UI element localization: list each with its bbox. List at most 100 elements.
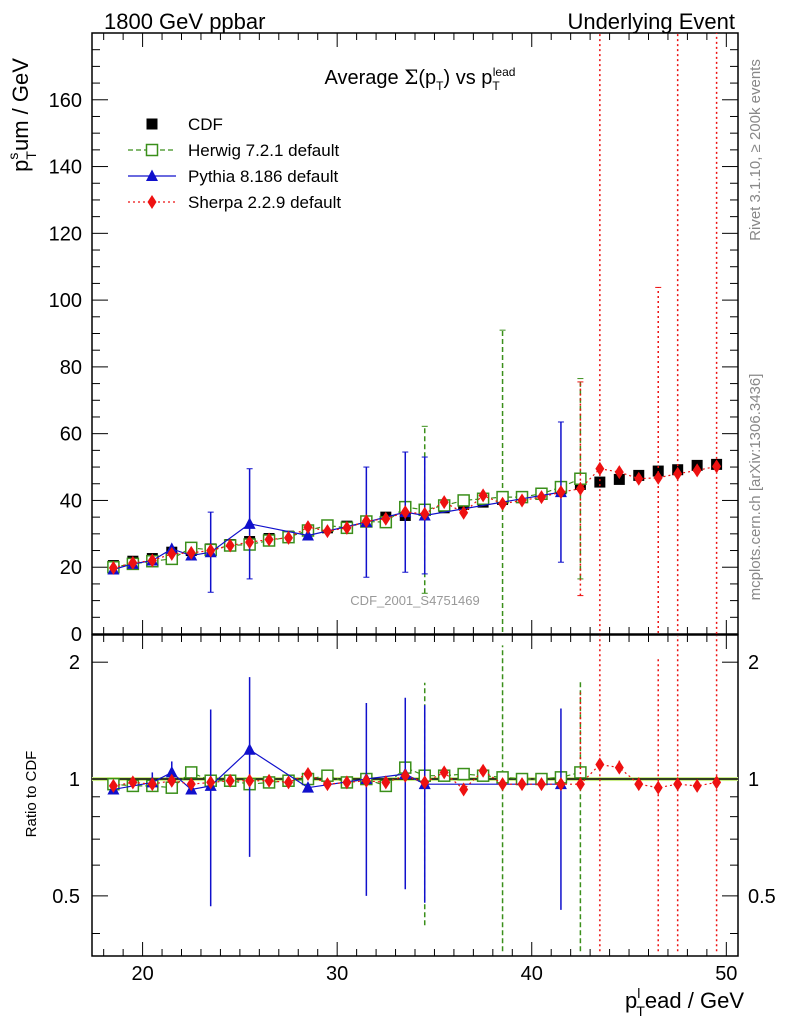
ratio-sherpa-point bbox=[284, 775, 294, 790]
ratio-sherpa-point bbox=[595, 757, 605, 772]
sherpa-point bbox=[517, 493, 527, 508]
sherpa-point bbox=[556, 485, 566, 500]
ratio-tick-label-right: 1 bbox=[748, 769, 759, 791]
y-tick-label: 60 bbox=[60, 424, 82, 446]
ratio-sherpa-point bbox=[303, 767, 313, 782]
x-axis-label: pl Tead / GeV bbox=[625, 985, 744, 1019]
ratio-series-sherpa bbox=[108, 635, 722, 952]
ratio-sherpa-point bbox=[439, 765, 449, 780]
main-title: Average Σ(pT) vs pTlead bbox=[325, 65, 516, 93]
legend: CDF Herwig 7.2.1 default Pythia 8.186 defa… bbox=[128, 115, 341, 212]
ratio-sherpa-point bbox=[245, 773, 255, 788]
y-tick-label: 20 bbox=[60, 557, 82, 579]
ratio-sherpa-point bbox=[108, 778, 118, 793]
series-sherpa bbox=[108, 33, 722, 634]
ratio-pythia-point bbox=[165, 765, 178, 778]
sherpa-point bbox=[186, 545, 196, 560]
y-tick-label: 100 bbox=[49, 290, 82, 312]
ratio-tick-label-right: 0.5 bbox=[748, 886, 776, 908]
ratio-frame bbox=[91, 634, 739, 957]
legend-marker-pythia bbox=[146, 169, 158, 181]
sherpa-point bbox=[206, 543, 216, 558]
ratio-sherpa-point bbox=[381, 775, 391, 790]
ratio-tick-label-right: 2 bbox=[748, 652, 759, 674]
sherpa-point bbox=[284, 530, 294, 545]
sherpa-point bbox=[245, 535, 255, 550]
ratio-sherpa-point bbox=[556, 777, 566, 792]
ratio-tick-label-left: 2 bbox=[69, 652, 80, 674]
ratio-sherpa-point bbox=[634, 777, 644, 792]
ratio-pythia-line bbox=[113, 748, 561, 791]
ratio-sherpa-point bbox=[342, 775, 352, 790]
ratio-sherpa-point bbox=[420, 775, 430, 790]
sherpa-point bbox=[478, 488, 488, 503]
sherpa-point bbox=[595, 461, 605, 476]
pythia-point bbox=[301, 529, 314, 541]
main-ylabel: ps Tum / GeV bbox=[5, 58, 39, 172]
ratio-sherpa-point bbox=[128, 775, 138, 790]
ratio-sherpa-point bbox=[536, 777, 546, 792]
legend-label-pythia: Pythia 8.186 default bbox=[188, 167, 339, 186]
sherpa-point bbox=[225, 538, 235, 553]
ratio-sherpa-point bbox=[692, 778, 702, 793]
sherpa-point bbox=[381, 511, 391, 526]
series-pythia bbox=[107, 421, 567, 593]
sherpa-point bbox=[536, 490, 546, 505]
sherpa-point bbox=[361, 514, 371, 529]
ratio-herwig-point bbox=[457, 767, 470, 781]
ratio-sherpa-point bbox=[653, 780, 663, 795]
sherpa-line bbox=[113, 465, 717, 569]
ratio-sherpa-line bbox=[113, 763, 717, 791]
ratio-tick-label-left: 1 bbox=[69, 769, 80, 791]
sherpa-point bbox=[420, 506, 430, 521]
y-tick-label: 140 bbox=[49, 157, 82, 179]
cdf-point bbox=[613, 473, 625, 485]
y-tick-label: 0 bbox=[71, 624, 82, 646]
sherpa-point bbox=[322, 524, 332, 539]
sherpa-point bbox=[264, 532, 274, 547]
ratio-sherpa-point bbox=[147, 777, 157, 792]
ratio-pythia-point bbox=[243, 743, 256, 755]
x-tick-label: 50 bbox=[715, 963, 737, 985]
ratio-sherpa-point bbox=[361, 773, 371, 788]
legend-label-herwig: Herwig 7.2.1 default bbox=[188, 141, 339, 160]
y-tick-label: 120 bbox=[49, 223, 82, 245]
x-tick-label: 30 bbox=[326, 963, 348, 985]
sherpa-point bbox=[634, 471, 644, 486]
sherpa-point bbox=[653, 470, 663, 485]
sherpa-point bbox=[614, 465, 624, 480]
x-tick-label: 20 bbox=[131, 963, 153, 985]
ratio-sherpa-point bbox=[575, 777, 585, 792]
ratio-sherpa-point bbox=[206, 775, 216, 790]
ratio-sherpa-point bbox=[517, 777, 527, 792]
ratio-sherpa-point bbox=[478, 763, 488, 778]
ratio-pythia-point bbox=[301, 781, 314, 793]
ratio-data-group bbox=[107, 635, 722, 952]
ratio-panel: 20 30 40 50 0.5 0.5 1 1 2 2 bbox=[52, 634, 776, 985]
pythia-line bbox=[113, 491, 562, 571]
ratio-sherpa-point bbox=[459, 782, 469, 797]
series-herwig bbox=[107, 329, 587, 634]
header-right: Underlying Event bbox=[567, 9, 735, 34]
mcplots-label: mcplots.cern.ch [arXiv:1306.3436] bbox=[747, 374, 764, 601]
pythia-point bbox=[243, 517, 256, 529]
ratio-tick-label-left: 0.5 bbox=[52, 886, 80, 908]
main-data-group bbox=[107, 33, 723, 634]
y-tick-label: 160 bbox=[49, 90, 82, 112]
legend-marker-herwig bbox=[145, 143, 159, 157]
ratio-herwig-point bbox=[184, 766, 198, 779]
sherpa-point bbox=[167, 546, 177, 561]
herwig-point bbox=[457, 494, 470, 507]
ratio-sherpa-point bbox=[712, 775, 722, 790]
y-tick-label: 40 bbox=[60, 490, 82, 512]
x-tick-label: 40 bbox=[521, 963, 543, 985]
legend-label-cdf: CDF bbox=[188, 115, 223, 134]
sherpa-point bbox=[342, 520, 352, 535]
sherpa-point bbox=[400, 505, 410, 520]
sherpa-point bbox=[303, 520, 313, 535]
sherpa-point bbox=[128, 555, 138, 570]
sherpa-point bbox=[692, 463, 702, 478]
